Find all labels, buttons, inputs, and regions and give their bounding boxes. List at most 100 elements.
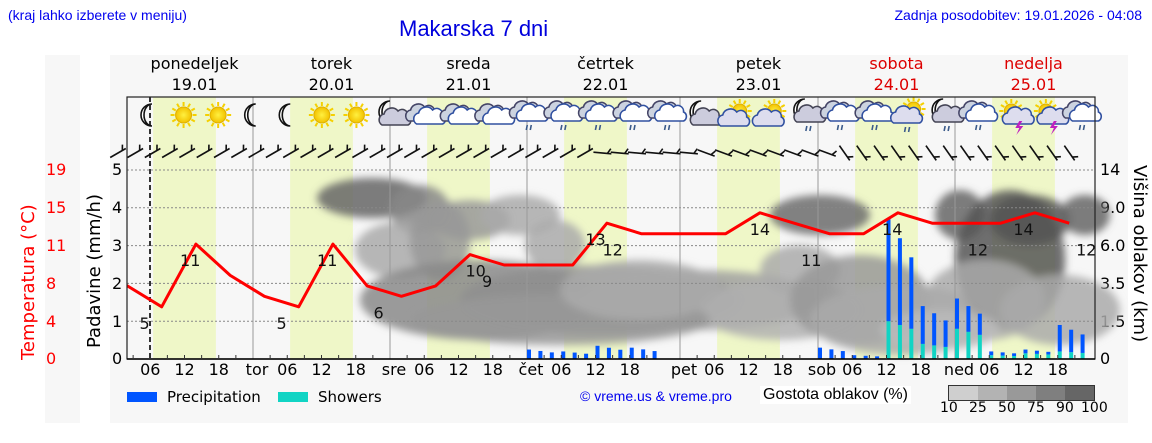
wind-barb-icon — [559, 144, 576, 159]
precipitation-bar — [1000, 352, 1005, 356]
temperature-tick: 0 — [46, 349, 57, 368]
precipitation-bar — [1012, 353, 1017, 356]
day-label-5: sobota 24.01 — [827, 53, 967, 95]
wind-barb-icon — [403, 144, 421, 159]
location-hint[interactable]: (kraj lahko izberete v meniju) — [8, 7, 187, 23]
precipitation-bar — [584, 353, 589, 359]
cloud-density-blob — [1000, 275, 1120, 345]
day-date: 21.01 — [445, 75, 492, 94]
cloud-rain-icon — [646, 100, 688, 131]
cloud-height-tick: 6.0 — [1100, 236, 1126, 255]
cloud-density-scale — [948, 385, 1095, 401]
cloud-icon — [439, 103, 481, 125]
cloud-density-scale-label: 90 — [1056, 400, 1074, 416]
temperature-tick: 19 — [46, 160, 67, 179]
daylight-band — [153, 97, 216, 359]
precipitation-tick: 2 — [112, 274, 123, 293]
x-tick-label: 06 — [414, 360, 435, 379]
copyright-link[interactable]: © vreme.us & vreme.pro — [580, 388, 732, 404]
precipitation-tick: 0 — [112, 349, 123, 368]
wind-barb-icon — [282, 144, 300, 159]
precipitation-bar — [818, 347, 822, 359]
wind-barb-icon — [1063, 145, 1079, 161]
showers-bar — [1057, 351, 1062, 359]
sun-icon — [308, 102, 335, 128]
x-tick-label: 12 — [876, 360, 897, 379]
wind-barb-icon — [109, 144, 127, 159]
temperature-value-label: 5 — [276, 314, 286, 333]
wind-barb-icon — [161, 144, 179, 159]
cloud-density-swatch — [978, 386, 1007, 400]
x-tick-label: 18 — [772, 360, 793, 379]
x-tick-label: pet — [670, 360, 698, 379]
wind-barb-icon — [818, 149, 838, 157]
precipitation-bar — [829, 349, 834, 359]
x-tick-label: 12 — [585, 360, 606, 379]
wind-barb-icon — [873, 145, 888, 161]
wind-barb-icon — [994, 145, 1010, 161]
wind-barb-icon — [697, 149, 716, 157]
temperature-value-label: 11 — [317, 251, 337, 270]
x-tick-label: 18 — [208, 360, 229, 379]
wind-barb-icon — [749, 149, 768, 157]
sun-cloud-icon — [751, 99, 787, 127]
wind-barb-icon — [610, 148, 629, 155]
wind-barb-icon — [890, 145, 906, 161]
day-name: ponedeljek — [150, 54, 239, 73]
x-tick-label: 18 — [482, 360, 503, 379]
cloud-rain-icon — [958, 100, 999, 131]
wind-barb-icon — [838, 145, 854, 161]
temperature-value-label: 13 — [585, 230, 605, 249]
wind-barb-icon — [627, 148, 647, 155]
precipitation-bar — [955, 298, 959, 329]
wind-barb-icon — [942, 145, 958, 161]
x-tick-label: 12 — [448, 360, 469, 379]
sun-icon — [205, 102, 232, 128]
precipitation-bar — [852, 355, 857, 359]
x-tick-label: sob — [807, 360, 837, 379]
wind-barb-icon — [386, 144, 403, 159]
day-label-2: sreda 21.01 — [399, 53, 539, 95]
wind-barb-icon — [490, 144, 507, 159]
day-name: nedelja — [1004, 54, 1063, 73]
moon-cloud-icon — [378, 100, 412, 126]
showers-bar — [1023, 353, 1028, 359]
legend-showers-label: Showers — [318, 388, 382, 406]
x-tick-label: 12 — [311, 360, 332, 379]
x-tick-label: 06 — [979, 360, 1000, 379]
wind-barb-icon — [766, 149, 786, 157]
precipitation-bar — [920, 306, 925, 344]
x-tick-label: 18 — [619, 360, 640, 379]
showers-bar — [955, 328, 959, 359]
precipitation-bar — [549, 352, 554, 359]
temperature-value-label: 10 — [465, 262, 485, 281]
last-update: Zadnja posodobitev: 19.01.2026 - 04:08 — [894, 7, 1142, 23]
precipitation-bar — [652, 351, 657, 359]
precipitation-bar — [932, 313, 937, 346]
day-name: torek — [310, 54, 353, 73]
wind-barb-icon — [421, 144, 438, 159]
cloud-density-scale-label: 10 — [940, 400, 958, 416]
precipitation-bar — [897, 238, 902, 325]
cloud-density-scale-label: 75 — [1027, 400, 1045, 416]
showers-bar — [1000, 355, 1005, 359]
sun-cloud-rain-icon — [889, 97, 926, 133]
wind-barb-icon — [525, 144, 542, 159]
wind-barb-icon — [230, 144, 248, 159]
precipitation-bar — [1034, 350, 1039, 354]
temperature-tick: 8 — [46, 274, 57, 293]
cloud-density-scale-label: 100 — [1081, 400, 1108, 416]
cloud-icon — [474, 103, 516, 125]
showers-bar — [897, 324, 902, 359]
day-date: 25.01 — [1010, 75, 1057, 94]
showers-bar — [1046, 354, 1051, 359]
wind-barb-icon — [369, 144, 386, 159]
day-date: 19.01 — [171, 75, 218, 94]
x-tick-label: tor — [245, 360, 269, 379]
precipitation-bar — [977, 313, 982, 335]
day-label-3: četrtek 22.01 — [536, 53, 676, 95]
wind-barb-icon — [783, 149, 803, 157]
showers-bar — [966, 331, 971, 359]
precipitation-bar — [1046, 351, 1051, 355]
precipitation-bar — [572, 352, 577, 359]
